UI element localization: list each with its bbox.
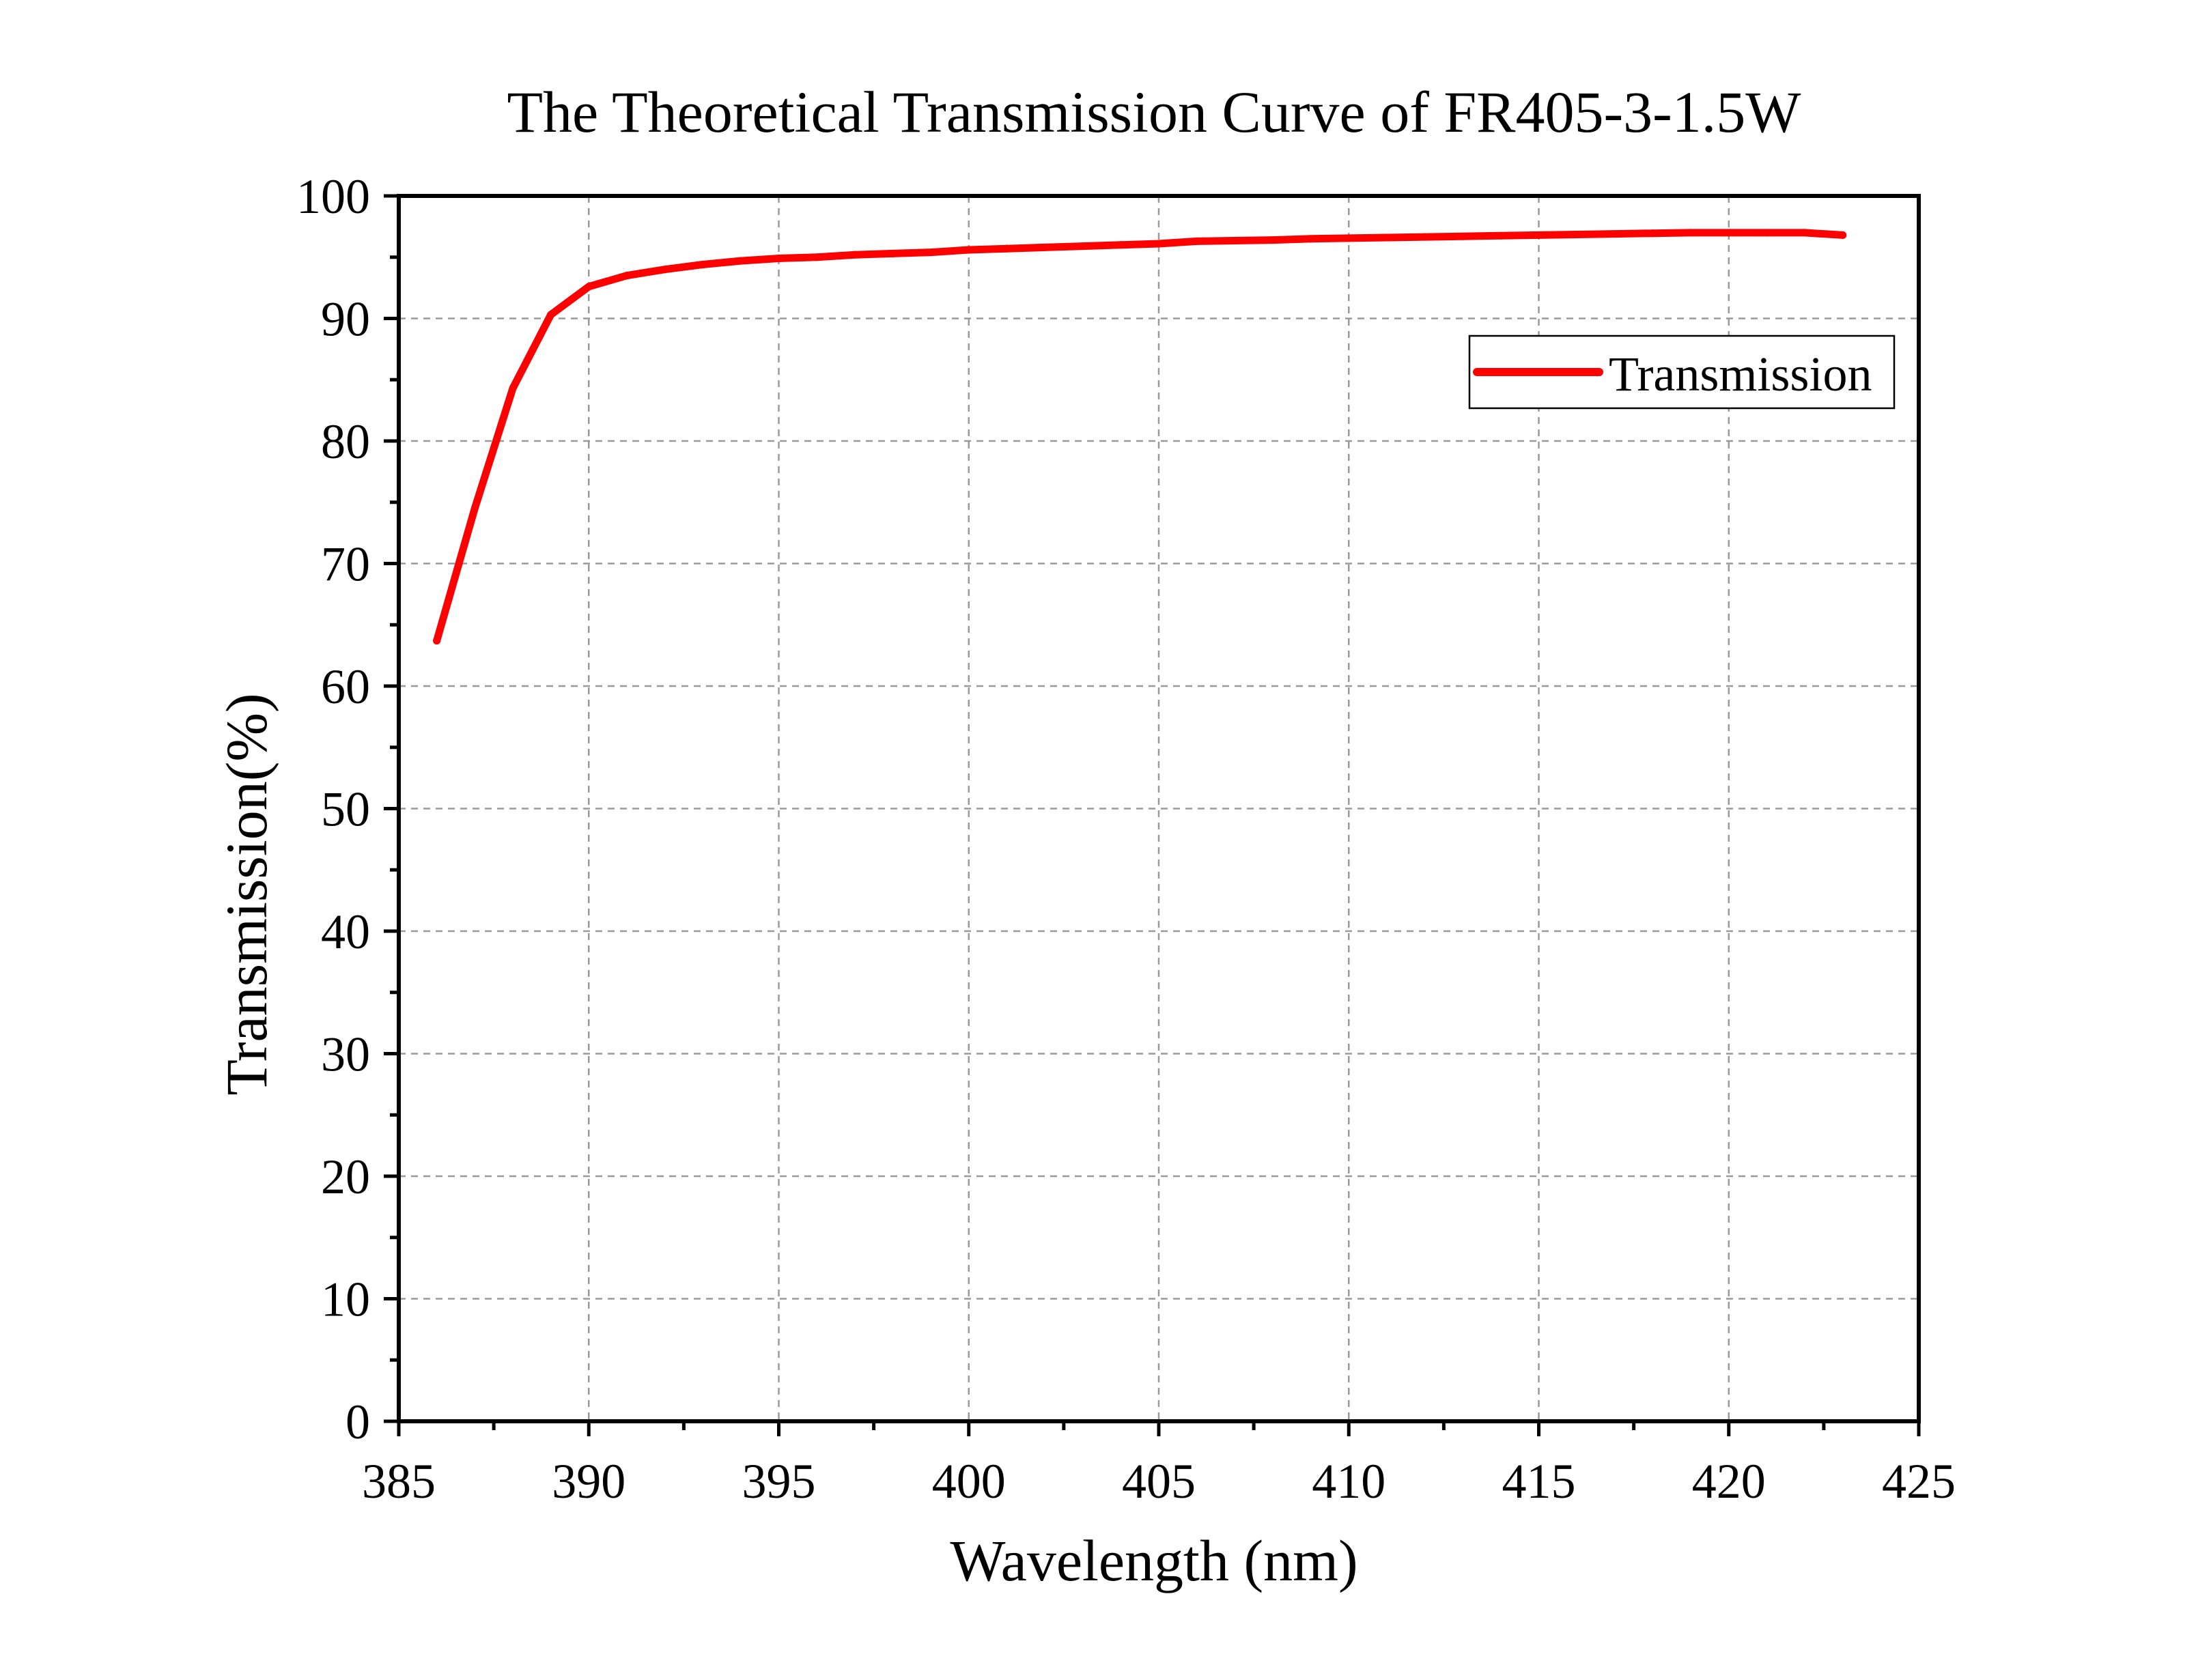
data-point (813, 253, 821, 261)
data-point (965, 246, 973, 254)
y-tick-label: 90 (321, 292, 370, 347)
data-point (1421, 233, 1429, 241)
series-line-transmission (433, 229, 1847, 645)
data-point (1116, 241, 1125, 249)
data-point (1497, 231, 1505, 240)
data-point (1687, 229, 1695, 237)
data-point (1801, 229, 1809, 237)
legend: Transmission (1468, 334, 1896, 410)
x-tick-label: 390 (552, 1454, 625, 1509)
x-tick-label: 385 (362, 1454, 436, 1509)
data-point (1573, 231, 1581, 239)
y-tick-label: 30 (321, 1027, 370, 1082)
x-tick-label: 405 (1122, 1454, 1196, 1509)
y-tick-label: 10 (321, 1272, 370, 1327)
y-tick-label: 20 (321, 1150, 370, 1204)
data-point (1535, 231, 1543, 239)
data-point (433, 637, 441, 645)
grid-lines (399, 196, 1919, 1421)
data-point (585, 283, 593, 291)
data-point (1269, 236, 1277, 244)
data-point (1079, 242, 1087, 251)
data-point (470, 504, 479, 513)
plot-area-series (433, 229, 1847, 645)
tick-labels: 385 390 395 400 405 410 415 420 425 0 10 20 30 40 50 60… (296, 169, 1956, 1509)
y-tick-label: 100 (296, 169, 370, 224)
y-tick-label: 0 (346, 1395, 370, 1449)
data-point (1611, 230, 1619, 238)
data-point (509, 384, 517, 393)
data-point (623, 272, 631, 280)
axis-ticks (384, 194, 1921, 1436)
data-point (661, 266, 669, 274)
y-tick-label: 50 (321, 782, 370, 837)
data-point (888, 249, 897, 257)
data-point (927, 248, 935, 257)
data-point (1839, 231, 1847, 239)
x-tick-label: 420 (1692, 1454, 1766, 1509)
data-point (1230, 237, 1239, 245)
legend-label-transmission: Transmission (1609, 347, 1872, 401)
y-tick-label: 40 (321, 905, 370, 959)
data-point (547, 311, 555, 319)
data-point (1155, 240, 1163, 248)
x-tick-label: 415 (1502, 1454, 1576, 1509)
x-tick-label: 400 (932, 1454, 1006, 1509)
data-point (1002, 244, 1011, 253)
data-point (1762, 229, 1771, 237)
data-point (851, 251, 859, 259)
y-axis-label: Transmission(%) (214, 693, 279, 1095)
data-point (1459, 232, 1467, 240)
data-point (1307, 235, 1315, 243)
x-tick-label: 425 (1882, 1454, 1956, 1509)
data-point (1193, 237, 1201, 245)
data-point (737, 257, 745, 265)
plot-frame (397, 194, 1921, 1423)
data-point (1383, 233, 1391, 242)
data-point (699, 261, 707, 269)
y-tick-label: 70 (321, 537, 370, 592)
x-axis-label: Wavelength (nm) (950, 1528, 1357, 1593)
chart-title: The Theoretical Transmission Curve of FR… (507, 79, 1801, 145)
x-tick-label: 395 (742, 1454, 816, 1509)
data-point (1725, 229, 1733, 237)
data-point (1041, 243, 1049, 251)
x-tick-label: 410 (1312, 1454, 1385, 1509)
y-tick-label: 80 (321, 414, 370, 469)
data-point (775, 255, 783, 263)
data-point (1648, 229, 1657, 238)
data-point (1345, 234, 1353, 242)
y-tick-label: 60 (321, 659, 370, 714)
